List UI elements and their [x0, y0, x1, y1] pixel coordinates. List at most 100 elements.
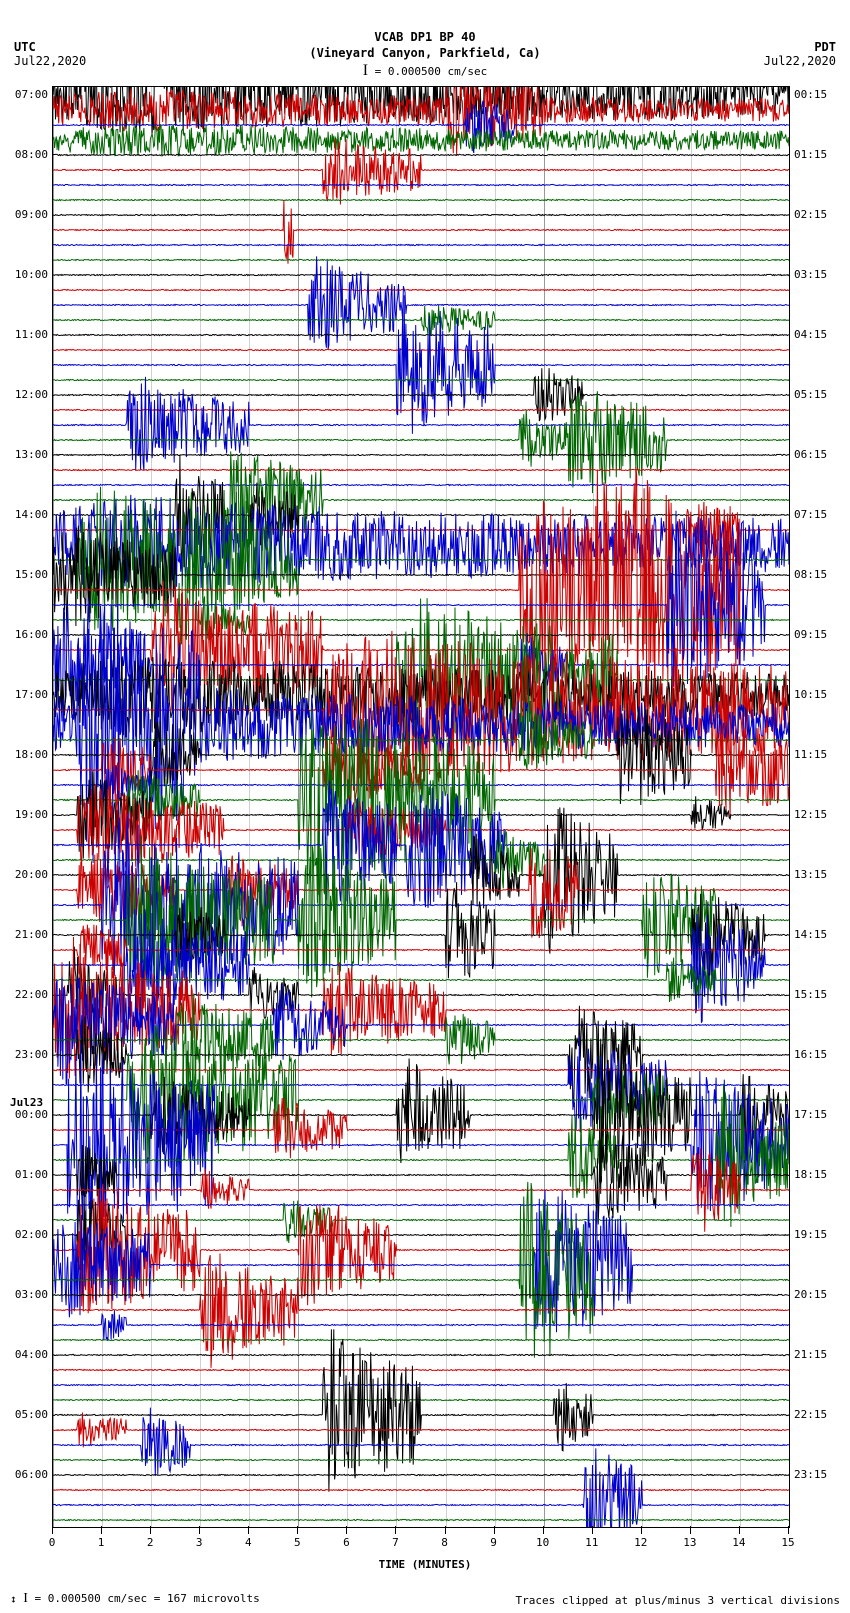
trace-row: [53, 455, 789, 456]
xaxis-tick-mark: [101, 1526, 102, 1534]
trace-row: [53, 500, 789, 501]
trace-row: [53, 260, 789, 261]
xaxis-tick: 12: [634, 1536, 647, 1549]
grid-vertical: [740, 87, 741, 1527]
xaxis-tick-mark: [395, 1526, 396, 1534]
xaxis-tick-mark: [150, 1526, 151, 1534]
pdt-hour-label: 10:15: [794, 688, 827, 701]
pdt-hour-label: 23:15: [794, 1468, 827, 1481]
pdt-hour-label: 01:15: [794, 148, 827, 161]
pdt-hour-label: 21:15: [794, 1348, 827, 1361]
utc-hour-label: 06:00: [0, 1468, 48, 1481]
pdt-hour-label: 11:15: [794, 748, 827, 761]
pdt-hour-label: 07:15: [794, 508, 827, 521]
trace-row: [53, 230, 789, 231]
trace-row: [53, 1055, 789, 1056]
grid-vertical: [691, 87, 692, 1527]
trace-row: [53, 1370, 789, 1371]
trace-row: [53, 185, 789, 186]
utc-hour-label: 14:00: [0, 508, 48, 521]
pdt-hour-label: 03:15: [794, 268, 827, 281]
trace-row: [53, 290, 789, 291]
xaxis-tick-mark: [592, 1526, 593, 1534]
trace-row: [53, 1010, 789, 1011]
grid-vertical: [446, 87, 447, 1527]
trace-row: [53, 335, 789, 336]
pdt-hour-label: 16:15: [794, 1048, 827, 1061]
trace-row: [53, 1025, 789, 1026]
trace-row: [53, 1265, 789, 1266]
trace-row: [53, 1415, 789, 1416]
xaxis-tick: 5: [294, 1536, 301, 1549]
xaxis-tick: 0: [49, 1536, 56, 1549]
utc-hour-label: 20:00: [0, 868, 48, 881]
trace-row: [53, 140, 789, 141]
trace-row: [53, 320, 789, 321]
trace-row: [53, 860, 789, 861]
utc-hour-label: 10:00: [0, 268, 48, 281]
trace-row: [53, 1115, 789, 1116]
pdt-hour-label: 00:15: [794, 88, 827, 101]
trace-row: [53, 470, 789, 471]
trace-row: [53, 1145, 789, 1146]
seismogram-container: VCAB DP1 BP 40 (Vineyard Canyon, Parkfie…: [0, 0, 850, 1613]
xaxis-tick: 7: [392, 1536, 399, 1549]
pdt-hour-label: 20:15: [794, 1288, 827, 1301]
utc-hour-label: 04:00: [0, 1348, 48, 1361]
xaxis-tick: 10: [536, 1536, 549, 1549]
trace-row: [53, 425, 789, 426]
xaxis-tick-mark: [199, 1526, 200, 1534]
trace-row: [53, 905, 789, 906]
xaxis-tick-mark: [297, 1526, 298, 1534]
trace-row: [53, 1295, 789, 1296]
xaxis-tick-mark: [248, 1526, 249, 1534]
trace-row: [53, 1190, 789, 1191]
xaxis-tick-mark: [52, 1526, 53, 1534]
utc-hour-label: 08:00: [0, 148, 48, 161]
trace-row: [53, 1040, 789, 1041]
trace-row: [53, 1520, 789, 1521]
trace-row: [53, 1490, 789, 1491]
trace-row: [53, 410, 789, 411]
trace-row: [53, 1400, 789, 1401]
trace-row: [53, 1475, 789, 1476]
utc-hour-label: 17:00: [0, 688, 48, 701]
utc-hour-label: 18:00: [0, 748, 48, 761]
scale-label: I = 0.000500 cm/sec: [0, 61, 850, 82]
title-line-1: VCAB DP1 BP 40: [0, 30, 850, 46]
xaxis-tick: 11: [585, 1536, 598, 1549]
pdt-hour-label: 12:15: [794, 808, 827, 821]
trace-row: [53, 1385, 789, 1386]
pdt-hour-label: 08:15: [794, 568, 827, 581]
xaxis-tick: 15: [781, 1536, 794, 1549]
footer-left: ↕ I = 0.000500 cm/sec = 167 microvolts: [10, 1591, 260, 1607]
trace-row: [53, 1205, 789, 1206]
header: VCAB DP1 BP 40 (Vineyard Canyon, Parkfie…: [0, 0, 850, 82]
right-tz: PDT: [814, 40, 836, 54]
trace-row: [53, 1355, 789, 1356]
pdt-hour-label: 09:15: [794, 628, 827, 641]
pdt-hour-label: 02:15: [794, 208, 827, 221]
trace-row: [53, 1505, 789, 1506]
pdt-hour-label: 17:15: [794, 1108, 827, 1121]
utc-hour-label: 22:00: [0, 988, 48, 1001]
trace-row: [53, 515, 789, 516]
trace-row: [53, 1445, 789, 1446]
right-date: Jul22,2020: [764, 54, 836, 68]
trace-row: [53, 245, 789, 246]
xaxis-tick: 9: [490, 1536, 497, 1549]
plot-area: [52, 86, 790, 1528]
trace-row: [53, 755, 789, 756]
xaxis-tick-mark: [788, 1526, 789, 1534]
pdt-hour-label: 04:15: [794, 328, 827, 341]
left-tz: UTC: [14, 40, 36, 54]
pdt-hour-label: 13:15: [794, 868, 827, 881]
utc-hour-label: 07:00: [0, 88, 48, 101]
trace-row: [53, 170, 789, 171]
xaxis-tick: 6: [343, 1536, 350, 1549]
trace-row: [53, 725, 789, 726]
xaxis-tick-mark: [641, 1526, 642, 1534]
trace-row: [53, 1235, 789, 1236]
grid-vertical: [298, 87, 299, 1527]
trace-row: [53, 1280, 789, 1281]
